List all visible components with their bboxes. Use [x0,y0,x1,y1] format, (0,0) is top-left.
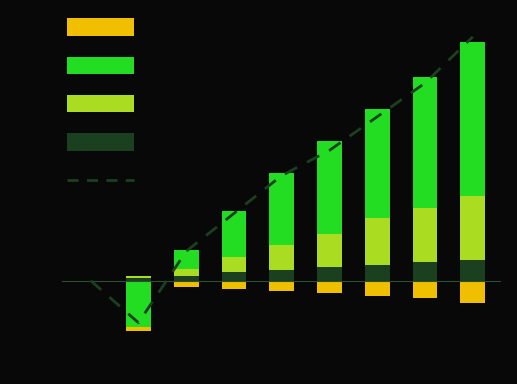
Bar [413,262,437,281]
Bar [269,281,294,291]
Bar [269,270,294,281]
Bar [126,327,151,331]
Bar [174,250,199,269]
Bar [174,281,199,287]
Bar [461,196,485,260]
Bar [461,42,485,196]
Bar [317,233,342,267]
Bar [317,281,342,285]
Bar [365,109,390,218]
Bar [126,281,151,327]
Bar [126,278,151,281]
Bar [413,77,437,207]
Bar [413,281,437,285]
Bar [413,207,437,262]
Bar [269,245,294,270]
Bar [269,173,294,245]
Bar [365,218,390,265]
Bar [413,281,437,298]
Bar [365,281,390,286]
Bar [269,281,294,285]
Bar [317,141,342,233]
Bar [461,260,485,281]
Bar [365,265,390,281]
Bar [174,276,199,281]
Bar [222,272,247,281]
Bar [365,281,390,296]
Bar [174,269,199,276]
Bar [222,257,247,272]
Bar [126,276,151,278]
Bar [317,281,342,293]
Bar [222,211,247,257]
Bar [461,281,485,303]
Bar [317,267,342,281]
Bar [222,281,247,285]
Bar [461,281,485,286]
Bar [222,281,247,289]
